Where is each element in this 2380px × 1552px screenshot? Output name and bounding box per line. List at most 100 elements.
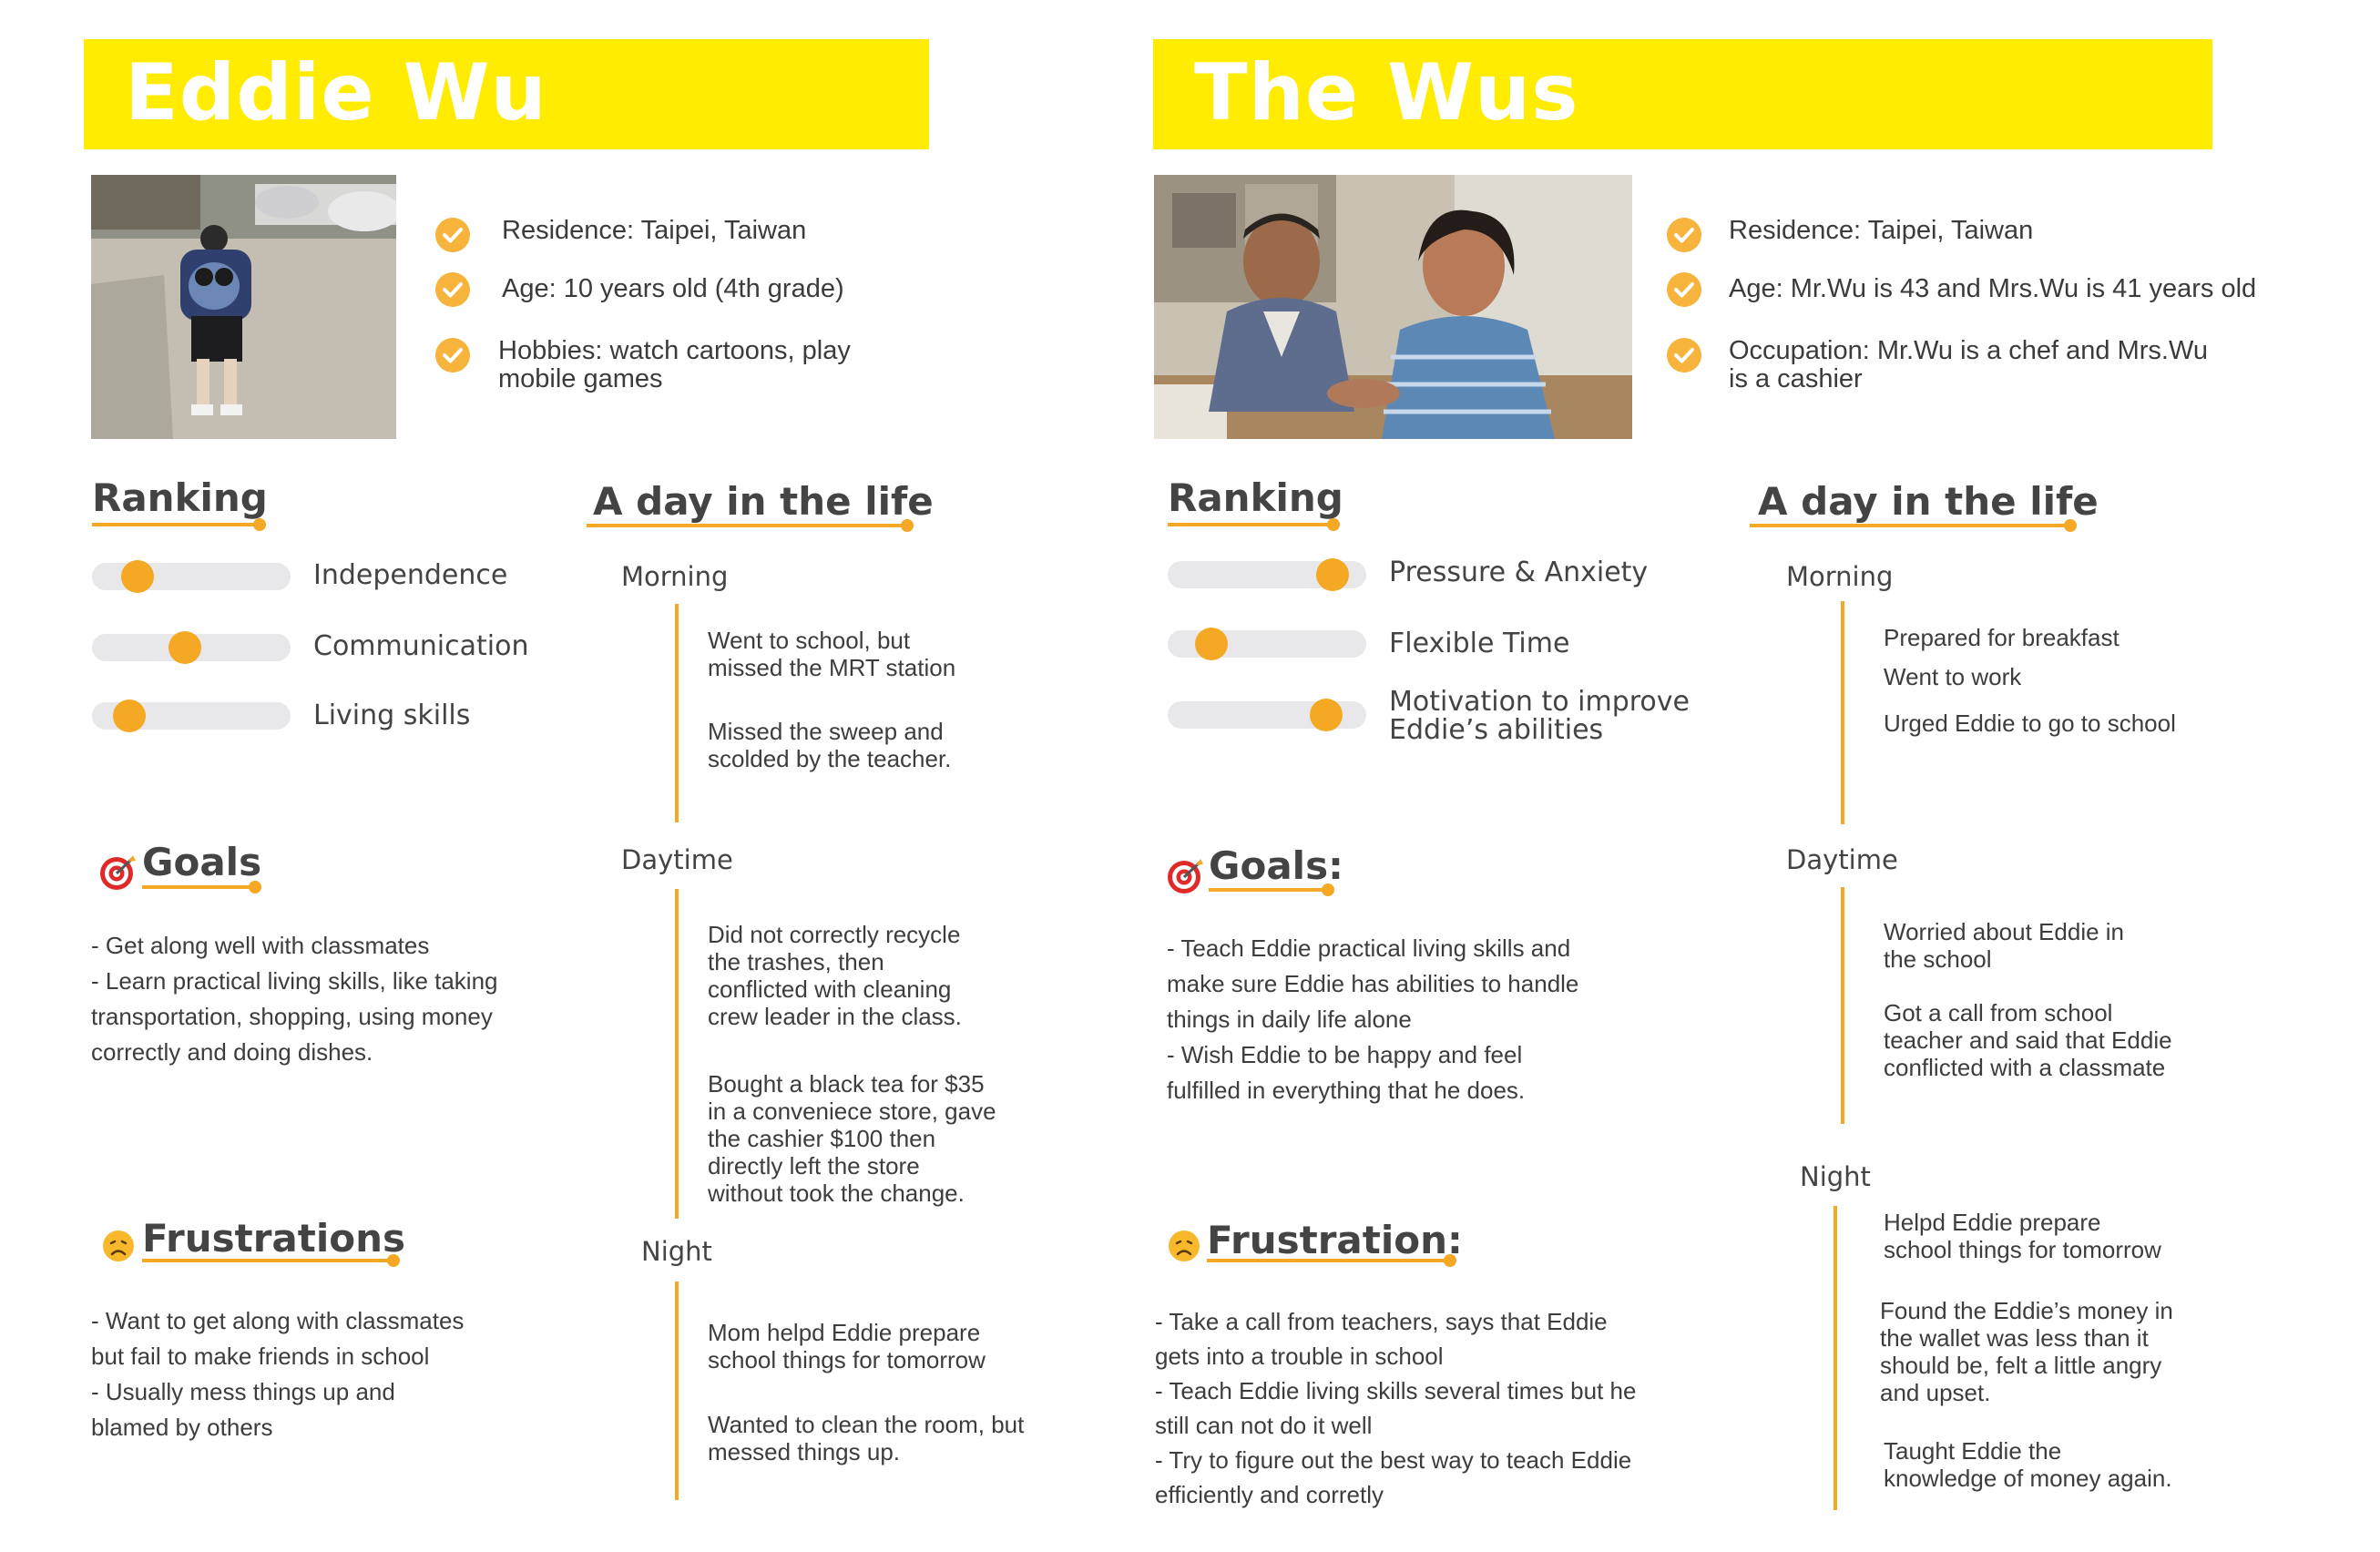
text-line: - Usually mess things up and	[91, 1378, 395, 1405]
timeline-entry: Found the Eddie’s money in the wallet wa…	[1880, 1297, 2173, 1406]
timeline-entry: Taught Eddie the knowledge of money agai…	[1884, 1437, 2172, 1492]
heading-underline	[587, 524, 907, 527]
info-line: Residence: Taipei, Taiwan	[1729, 216, 2034, 245]
ranking-slider	[1168, 699, 1366, 731]
info-line: Occupation: Mr.Wu is a chef and Mrs.Wu	[1729, 336, 2208, 365]
text-line: but fail to make friends in school	[91, 1343, 430, 1370]
ranking-label: Motivation to improve Eddie’s abilities	[1389, 686, 1690, 746]
ranking-knob	[113, 699, 146, 732]
heading-underline-dot	[2064, 519, 2077, 532]
text-line: fulfilled in everything that he does.	[1167, 1077, 1526, 1104]
info-line: mobile games	[498, 364, 663, 393]
frowning-face-icon	[101, 1229, 136, 1268]
ranking-slider	[92, 699, 291, 732]
ranking-heading: Ranking	[1168, 475, 1343, 520]
info-hobbies: Hobbies: watch cartoons, play mobile gam…	[498, 337, 851, 393]
goals-text: - Get along well with classmates - Learn…	[91, 928, 498, 1070]
persona-title-bar: The Wus	[1153, 39, 2212, 149]
persona-title-bar: Eddie Wu	[84, 39, 929, 149]
timeline-line	[1841, 887, 1844, 1124]
text-line: still can not do it well	[1155, 1412, 1373, 1439]
heading-underline	[1168, 523, 1332, 526]
checkmark-circle-icon	[1667, 338, 1701, 373]
day-in-life-heading: A day in the life	[593, 479, 934, 524]
goals-text: - Teach Eddie practical living skills an…	[1167, 931, 1578, 1108]
ranking-slider	[1168, 628, 1366, 660]
info-age: Age: Mr.Wu is 43 and Mrs.Wu is 41 years …	[1729, 275, 2256, 303]
timeline-line	[675, 604, 679, 822]
timeline-entry: Helpd Eddie prepare school things for to…	[1884, 1209, 2161, 1263]
eddie-photo	[91, 175, 396, 439]
heading-underline-dot	[253, 518, 266, 531]
frustrations-heading: Frustrations	[142, 1216, 405, 1261]
timeline-line	[675, 889, 679, 1219]
info-line: Residence: Taipei, Taiwan	[502, 216, 807, 245]
target-icon	[98, 853, 137, 896]
ranking-slider	[92, 560, 291, 593]
timeline-entry: Got a call from school teacher and said …	[1884, 999, 2172, 1081]
heading-underline	[1209, 888, 1329, 892]
goals-heading: Goals:	[1209, 843, 1343, 888]
ranking-label: Pressure & Anxiety	[1389, 556, 1649, 588]
period-morning: Morning	[1786, 561, 1894, 592]
text-line: gets into a trouble in school	[1155, 1343, 1444, 1370]
timeline-entry: Prepared for breakfast	[1884, 624, 2120, 651]
heading-underline-dot	[1322, 883, 1334, 896]
persona-name: The Wus	[1194, 47, 1579, 138]
timeline-entry: Urged Eddie to go to school	[1884, 710, 2176, 737]
timeline-entry: Worried about Eddie in the school	[1884, 918, 2125, 973]
heading-underline	[1750, 524, 2070, 527]
checkmark-circle-icon	[435, 218, 470, 252]
text-line: make sure Eddie has abilities to handle	[1167, 970, 1579, 997]
ranking-knob	[169, 631, 201, 664]
checkmark-circle-icon	[435, 272, 470, 307]
text-line: - Learn practical living skills, like ta…	[91, 967, 498, 995]
period-morning: Morning	[621, 561, 729, 592]
target-icon	[1166, 857, 1204, 900]
heading-underline-dot	[901, 519, 914, 532]
timeline-entry: Mom helpd Eddie prepare school things fo…	[708, 1319, 986, 1373]
text-line: - Wish Eddie to be happy and feel	[1167, 1041, 1523, 1068]
period-daytime: Daytime	[621, 844, 733, 875]
text-line: efficiently and corretly	[1155, 1481, 1384, 1508]
period-night: Night	[1800, 1161, 1871, 1192]
checkmark-circle-icon	[1667, 272, 1701, 307]
ranking-knob	[1195, 628, 1228, 660]
text-line: things in daily life alone	[1167, 1006, 1412, 1033]
ranking-slider	[1168, 558, 1366, 591]
text-line: transportation, shopping, using money	[91, 1003, 493, 1030]
heading-underline	[142, 885, 255, 889]
text-line: correctly and doing dishes.	[91, 1038, 373, 1066]
frowning-face-icon	[1167, 1229, 1201, 1268]
timeline-entry: Did not correctly recycle the trashes, t…	[708, 921, 962, 1030]
info-occupation: Occupation: Mr.Wu is a chef and Mrs.Wu i…	[1729, 337, 2208, 393]
text-line: - Get along well with classmates	[91, 932, 430, 959]
text-line: - Take a call from teachers, says that E…	[1155, 1308, 1608, 1335]
timeline-entry: Bought a black tea for $35 in a convenie…	[708, 1070, 996, 1207]
info-age: Age: 10 years old (4th grade)	[502, 275, 844, 303]
checkmark-circle-icon	[435, 338, 470, 373]
timeline-line	[675, 1281, 679, 1500]
heading-underline	[1207, 1259, 1451, 1262]
ranking-label: Independence	[313, 559, 508, 591]
info-line: is a cashier	[1729, 364, 1863, 393]
info-line: Age: Mr.Wu is 43 and Mrs.Wu is 41 years …	[1729, 274, 2257, 303]
ranking-label: Communication	[313, 630, 529, 662]
text-line: - Teach Eddie practical living skills an…	[1167, 934, 1571, 962]
day-in-life-heading: A day in the life	[1758, 479, 2099, 524]
ranking-knob	[1310, 699, 1343, 731]
ranking-label: Flexible Time	[1389, 628, 1570, 659]
timeline-entry: Went to work	[1884, 663, 2022, 690]
text-line: - Want to get along with classmates	[91, 1307, 465, 1334]
heading-underline-dot	[387, 1254, 400, 1267]
checkmark-circle-icon	[1667, 218, 1701, 252]
text-line: - Try to figure out the best way to teac…	[1155, 1446, 1632, 1474]
heading-underline	[92, 523, 258, 526]
heading-underline	[142, 1259, 393, 1262]
timeline-entry: Wanted to clean the room, but messed thi…	[708, 1411, 1025, 1465]
frustrations-text: - Want to get along with classmates but …	[91, 1303, 464, 1445]
goals-heading: Goals	[142, 840, 262, 884]
ranking-label: Living skills	[313, 699, 471, 731]
heading-underline-dot	[1327, 518, 1340, 531]
timeline-entry: Missed the sweep and scolded by the teac…	[708, 718, 952, 772]
